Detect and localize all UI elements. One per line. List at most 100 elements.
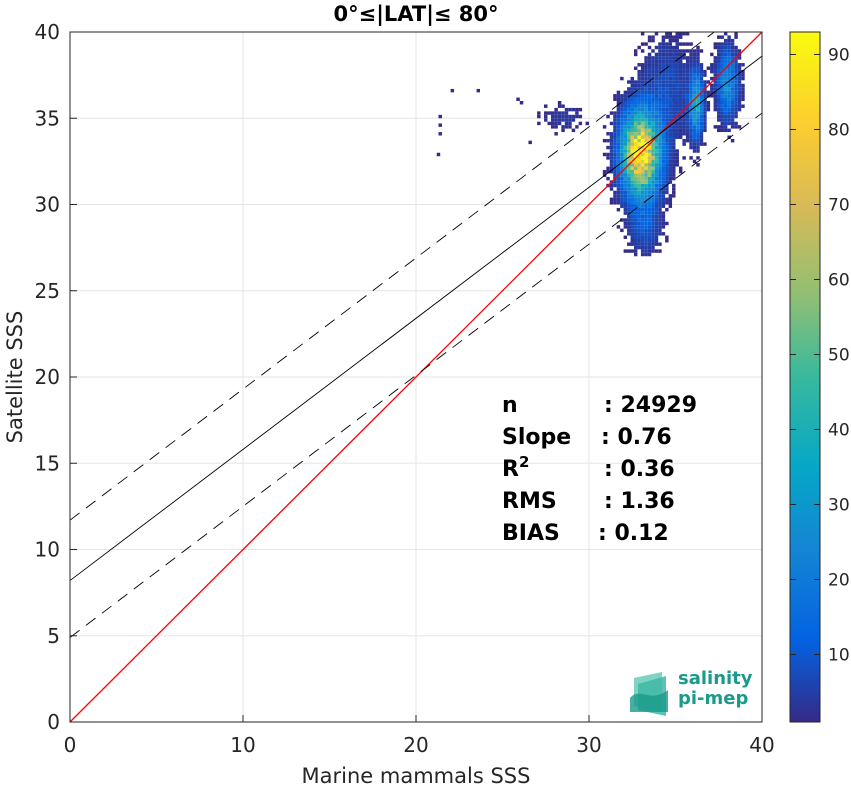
density-cell xyxy=(675,125,679,129)
density-cell xyxy=(644,183,648,188)
density-cell xyxy=(658,73,662,77)
density-cell xyxy=(647,94,652,98)
density-cell xyxy=(640,245,645,250)
density-cell xyxy=(633,218,638,222)
density-cell xyxy=(713,83,718,88)
density-cell xyxy=(713,69,718,74)
density-cell xyxy=(620,101,624,105)
density-cell xyxy=(658,187,662,191)
density-cell xyxy=(713,101,718,105)
density-cell xyxy=(654,197,659,202)
density-cell xyxy=(689,76,693,81)
density-cell xyxy=(627,114,631,119)
density-cell xyxy=(699,107,704,112)
density-cell xyxy=(682,114,686,119)
density-cell xyxy=(675,63,679,67)
density-cell xyxy=(633,225,638,229)
density-cell xyxy=(613,166,617,170)
density-cell xyxy=(633,101,638,105)
density-cell xyxy=(668,45,673,50)
density-cell xyxy=(723,97,728,101)
density-cell xyxy=(727,135,731,139)
density-cell xyxy=(692,63,697,67)
density-cell xyxy=(685,76,690,81)
density-cell xyxy=(623,107,628,112)
density-cell xyxy=(672,90,676,95)
density-cell xyxy=(682,142,686,146)
density-cell xyxy=(678,94,683,98)
density-cell xyxy=(685,97,690,101)
density-cell xyxy=(633,232,638,236)
density-cell xyxy=(678,63,683,67)
density-cell xyxy=(630,228,634,233)
density-cell xyxy=(661,214,666,219)
density-cell xyxy=(609,166,614,170)
density-cell xyxy=(730,49,735,53)
density-cell xyxy=(730,114,735,119)
density-cell xyxy=(682,97,686,101)
density-cell xyxy=(734,73,738,77)
density-cell xyxy=(717,125,721,129)
density-cell xyxy=(678,128,683,133)
fit-line xyxy=(69,55,763,581)
colorbar-tick-label: 10 xyxy=(828,646,850,666)
density-cell xyxy=(647,159,652,164)
density-cell xyxy=(651,49,655,53)
density-cell xyxy=(685,125,690,129)
density-cell xyxy=(682,32,686,36)
density-cell xyxy=(668,176,673,181)
density-cell xyxy=(741,104,745,108)
density-cell xyxy=(692,114,697,119)
density-cell xyxy=(734,111,738,115)
density-cell xyxy=(682,125,686,129)
density-cell xyxy=(703,69,707,74)
density-cell xyxy=(630,80,634,84)
density-cell xyxy=(637,225,641,229)
chart-title: 0°≤|LAT|≤ 80° xyxy=(333,2,498,27)
density-cell xyxy=(651,239,655,243)
density-cell xyxy=(672,132,676,136)
x-tick-label: 20 xyxy=(403,733,428,757)
density-cell xyxy=(665,145,669,150)
stat-value: : 0.36 xyxy=(604,457,675,482)
density-cell xyxy=(675,97,679,101)
density-cell xyxy=(633,87,638,91)
density-cell xyxy=(658,211,662,215)
density-cell xyxy=(717,107,721,112)
density-cell xyxy=(699,114,704,119)
density-cell xyxy=(699,83,704,88)
density-cell xyxy=(665,104,669,108)
density-cell xyxy=(699,69,704,74)
density-cell xyxy=(616,142,621,146)
density-cell xyxy=(609,159,614,164)
density-cell xyxy=(640,232,645,236)
density-cell xyxy=(710,90,714,95)
density-cell xyxy=(730,52,735,57)
density-cell xyxy=(696,90,700,95)
density-cell xyxy=(668,38,673,43)
density-cell xyxy=(668,90,673,95)
density-cell xyxy=(630,83,634,88)
density-cell xyxy=(633,159,638,164)
density-cell xyxy=(627,118,631,122)
density-cell xyxy=(644,207,648,212)
density-cell xyxy=(640,239,645,243)
density-cell xyxy=(675,52,679,57)
density-cell xyxy=(640,152,645,157)
density-cell xyxy=(682,101,686,105)
density-cell xyxy=(609,201,614,205)
density-cell xyxy=(633,201,638,205)
density-cell xyxy=(651,149,655,153)
density-cell xyxy=(620,104,624,108)
density-cell xyxy=(630,87,634,91)
density-cell xyxy=(616,170,621,174)
density-cell xyxy=(689,118,693,122)
density-cell xyxy=(647,187,652,191)
density-cell xyxy=(734,125,738,129)
x-tick-label: 0 xyxy=(64,733,77,757)
density-cell xyxy=(606,166,610,170)
density-cell xyxy=(737,83,742,88)
density-cell xyxy=(627,159,631,164)
density-cell xyxy=(665,32,669,36)
density-cell xyxy=(717,90,721,95)
